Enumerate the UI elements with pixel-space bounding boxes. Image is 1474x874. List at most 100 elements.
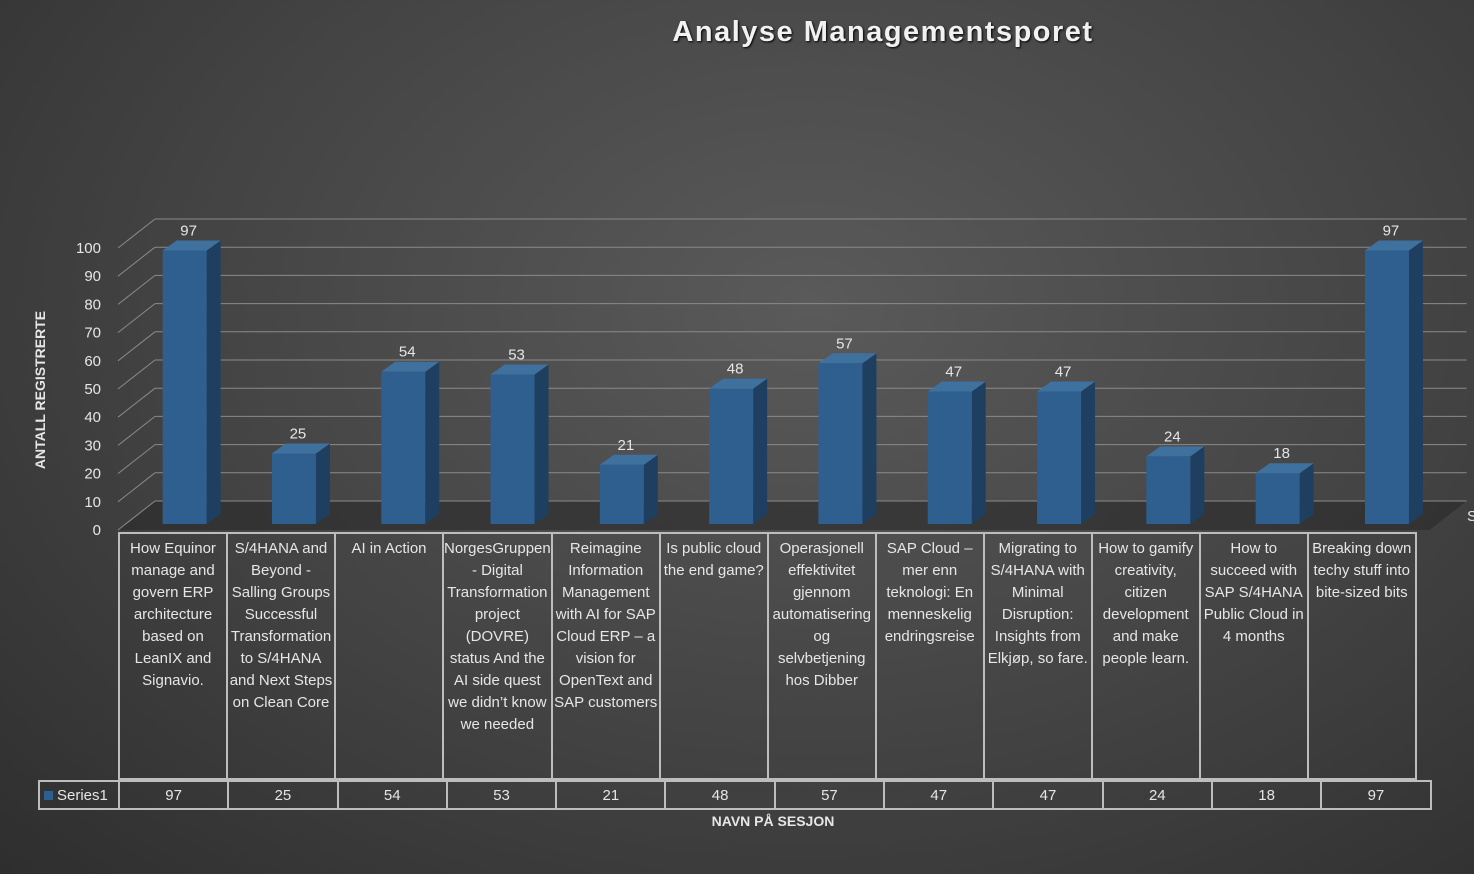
bar-top (271, 443, 330, 454)
bar (1037, 391, 1082, 524)
bar-top (709, 378, 768, 389)
y-tick-label: 60 (84, 353, 101, 370)
gridline-side (117, 218, 156, 249)
bar-top (599, 454, 658, 465)
floor (118, 501, 1467, 530)
y-tick-label: 40 (84, 409, 101, 426)
bar-top (381, 361, 440, 372)
table-value: 48 (664, 780, 776, 810)
table-value: 25 (227, 780, 339, 810)
clipped-label: S (1467, 508, 1474, 525)
bar-top (490, 364, 549, 375)
gridline-side (117, 359, 156, 390)
table-value: 18 (1210, 780, 1323, 810)
table-value: 21 (555, 780, 667, 810)
table-value: 97 (117, 780, 230, 810)
bar (162, 250, 207, 524)
y-tick-label: 90 (84, 268, 101, 285)
category-label: Operasjonell effektivitet gjennom automa… (766, 532, 877, 780)
chart-title: Analyse Managementsporet (672, 16, 1094, 48)
bar (381, 371, 426, 524)
bar (599, 464, 644, 524)
y-tick-label: 10 (84, 494, 101, 511)
category-table: How Equinor manage and govern ERP archit… (118, 532, 1417, 780)
legend-label: Series1 (57, 786, 108, 804)
y-tick-label: 100 (76, 240, 101, 257)
data-label: 47 (1055, 363, 1072, 380)
bar (1146, 456, 1191, 524)
bar-top (927, 381, 986, 392)
category-label: Reimagine Information Management with AI… (550, 532, 661, 780)
bar-side (1408, 240, 1423, 524)
data-label: 18 (1273, 445, 1290, 462)
category-label: Migrating to S/4HANA with Minimal Disrup… (982, 532, 1093, 780)
y-tick-label: 30 (84, 437, 101, 454)
bar-top (1037, 381, 1096, 392)
bar (709, 388, 754, 524)
data-label: 57 (836, 335, 853, 352)
bar (1255, 473, 1300, 524)
gridline-side (117, 331, 156, 362)
bar-side (425, 361, 440, 524)
category-label: AI in Action (334, 532, 444, 780)
bar (927, 391, 972, 524)
gridline-side (117, 416, 156, 446)
bar-side (753, 378, 768, 524)
y-tick-label: 70 (84, 325, 101, 342)
bar-top (162, 240, 221, 251)
gridline-side (117, 275, 156, 305)
bar (1364, 250, 1409, 524)
table-value: 53 (445, 780, 558, 810)
table-value: 54 (336, 780, 448, 810)
data-label: 21 (618, 437, 635, 454)
bar-top (1364, 240, 1423, 251)
bar (490, 374, 535, 524)
bar-top (818, 353, 877, 364)
legend-series1: Series1 (38, 780, 120, 810)
table-value: 47 (992, 780, 1104, 810)
bar-side (1190, 446, 1205, 524)
category-label: S/4HANA and Beyond - Salling Groups Succ… (226, 532, 336, 780)
bar-side (971, 381, 986, 524)
bar-side (206, 240, 221, 524)
data-label: 48 (727, 361, 744, 378)
gridline-side (117, 387, 156, 418)
data-label: 54 (399, 344, 416, 361)
category-label: How to succeed with SAP S/4HANA Public C… (1198, 532, 1309, 780)
data-label: 24 (1164, 428, 1181, 445)
category-label: NorgesGruppen - Digital Transformation p… (442, 532, 553, 780)
gridline-side (117, 472, 156, 503)
gridline-side (117, 246, 156, 277)
data-label: 53 (508, 347, 525, 364)
bar-side (1081, 381, 1096, 524)
table-value: 47 (883, 780, 995, 810)
bar-side (534, 364, 549, 524)
bar (818, 363, 863, 524)
category-label: How Equinor manage and govern ERP archit… (118, 532, 228, 780)
legend-swatch (44, 790, 53, 800)
x-axis-label: NAVN PÅ SESJON (711, 813, 835, 829)
data-table: Series1 97 25 54 53 21 48 57 47 47 24 18 97 (38, 780, 1432, 810)
bar-side (315, 443, 330, 524)
y-tick-label: 80 (84, 296, 101, 313)
table-value: 97 (1320, 780, 1432, 810)
bar-top (1146, 446, 1205, 457)
category-label: SAP Cloud – mer enn teknologi: En mennes… (874, 532, 985, 780)
gridline-side (117, 500, 156, 531)
y-tick-label: 0 (93, 522, 101, 539)
table-value: 57 (773, 780, 886, 810)
category-label: Is public cloud the end game? (658, 532, 769, 780)
data-label: 47 (945, 363, 962, 380)
bar-top (1255, 463, 1314, 474)
data-label: 25 (290, 426, 307, 443)
y-tick-label: 20 (84, 466, 101, 483)
data-label: 97 (180, 222, 197, 239)
table-value: 24 (1101, 780, 1213, 810)
gridline-side (117, 444, 156, 474)
data-label: 97 (1383, 222, 1400, 239)
bar-side (862, 353, 877, 524)
y-tick-label: 50 (84, 381, 101, 398)
bar (271, 453, 316, 524)
category-label: How to gamify creativity, citizen develo… (1090, 532, 1201, 780)
